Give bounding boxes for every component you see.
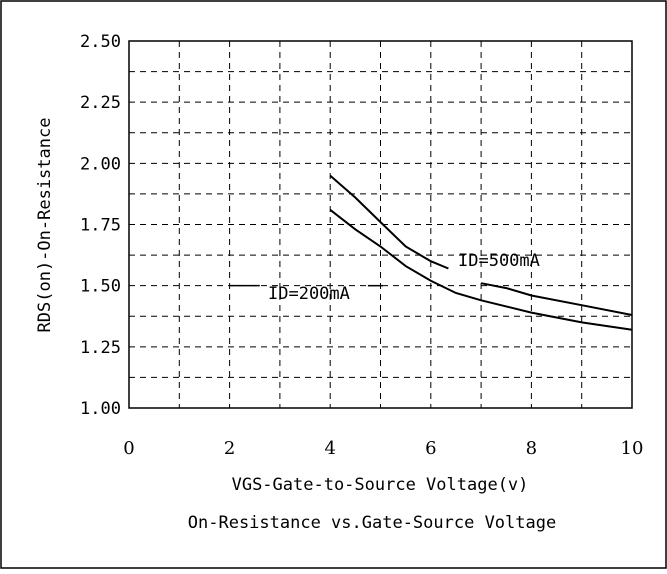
- chart-title: On-Resistance vs.Gate-Source Voltage: [188, 513, 556, 533]
- x-axis-label: VGS-Gate-to-Source Voltage(v): [232, 475, 529, 495]
- x-tick-labels: 0 2 4 6 8 10: [123, 438, 643, 459]
- y-tick-label: 1.25: [80, 338, 121, 358]
- y-tick-label: 2.00: [80, 154, 121, 174]
- plot-area: [128, 40, 633, 409]
- y-tick-label: 1.75: [80, 216, 121, 236]
- y-tick-label: 1.50: [80, 277, 121, 297]
- x-tick-label: 2: [224, 438, 235, 459]
- x-tick-label: 4: [324, 438, 335, 459]
- y-tick-label: 2.25: [80, 93, 121, 113]
- y-tick-labels: 1.00 1.25 1.50 1.75 2.00 2.25 2.50: [80, 32, 121, 419]
- series-label-500ma: ID=500mA: [458, 251, 540, 271]
- series-line-500ma: [480, 282, 633, 316]
- series-lines: [229, 174, 633, 331]
- series-label-200ma: ID=200mA: [268, 284, 350, 304]
- x-tick-label: 10: [621, 438, 644, 459]
- x-tick-label: 8: [526, 438, 537, 459]
- series-line-200ma: [329, 209, 633, 331]
- series-line-500ma: [329, 174, 449, 270]
- x-tick-label: 6: [425, 438, 436, 459]
- y-tick-label: 1.00: [80, 399, 121, 419]
- y-axis-label: RDS(on)-On-Resistance: [35, 118, 55, 333]
- y-tick-label: 2.50: [80, 32, 121, 52]
- x-tick-label: 0: [123, 438, 134, 459]
